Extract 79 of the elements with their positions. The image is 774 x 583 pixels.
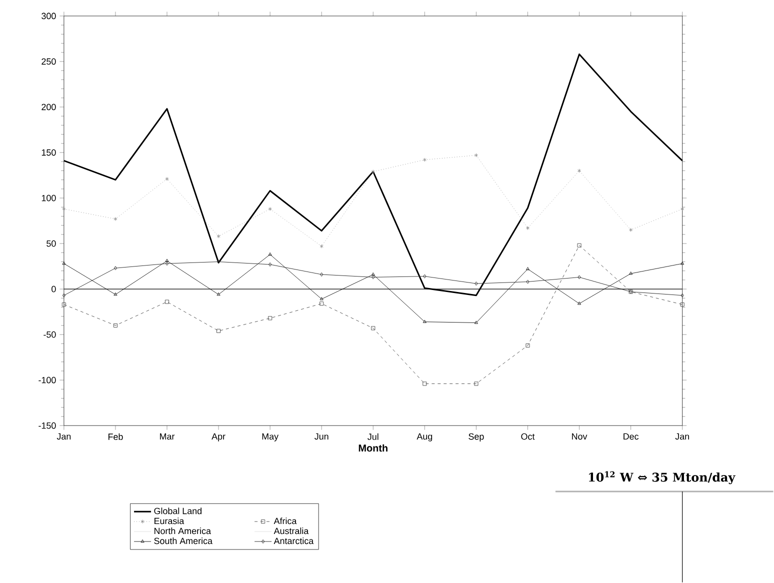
point xyxy=(62,302,66,307)
x-tick-label: Jul xyxy=(368,433,378,440)
point xyxy=(268,252,272,256)
point xyxy=(320,272,324,277)
x-tick-label: Aug xyxy=(416,433,432,442)
point xyxy=(422,382,427,386)
x-tick-label: Sep xyxy=(468,433,484,442)
point xyxy=(216,292,220,296)
x-tick-label: Jan xyxy=(56,433,71,440)
point xyxy=(680,302,684,307)
point xyxy=(474,382,478,386)
legend-label: North America xyxy=(154,528,211,534)
point xyxy=(526,280,530,284)
point xyxy=(216,329,221,334)
x-tick-label: Apr xyxy=(212,433,226,442)
legend-label: South America xyxy=(154,538,212,544)
point xyxy=(164,300,170,304)
y-tick-label: 50 xyxy=(46,240,56,247)
legend-label: Antarctica xyxy=(274,538,314,544)
point xyxy=(474,320,478,324)
y-tick-label: 100 xyxy=(42,194,56,202)
point xyxy=(113,324,118,328)
point xyxy=(526,267,530,270)
text: 10$^{12}$ W ⇔ 35 Mton/day xyxy=(588,471,736,484)
point xyxy=(268,316,272,320)
y-tick-label: -100 xyxy=(38,377,56,384)
point xyxy=(629,272,633,275)
point xyxy=(371,272,375,276)
legend-label: Eurasia xyxy=(154,518,184,524)
point xyxy=(320,244,324,248)
point xyxy=(422,158,426,162)
point xyxy=(474,153,478,158)
point xyxy=(629,228,633,232)
point xyxy=(165,262,169,266)
x-tick-label: Dec xyxy=(624,433,639,440)
y-tick-label: 200 xyxy=(42,104,56,110)
point xyxy=(114,217,118,222)
point xyxy=(268,207,272,212)
point xyxy=(680,207,684,212)
point xyxy=(114,266,118,270)
point xyxy=(216,234,220,238)
y-tick-label: 250 xyxy=(42,58,56,65)
y-tick-label: 0 xyxy=(52,286,56,292)
point xyxy=(577,168,582,173)
y-tick-label: -150 xyxy=(38,422,56,429)
point xyxy=(216,260,220,264)
point xyxy=(165,177,169,182)
legend-label: Australia xyxy=(274,528,309,534)
point xyxy=(526,344,530,348)
point xyxy=(371,326,376,330)
point xyxy=(423,274,426,278)
x-axis-title: Month xyxy=(358,444,388,452)
x-tick-label: Mar xyxy=(160,433,175,440)
y-tick-label: 150 xyxy=(42,149,56,156)
x-tick-label: May xyxy=(262,433,279,442)
point xyxy=(577,243,582,248)
y-tick-label: -50 xyxy=(44,332,56,338)
x-tick-label: Nov xyxy=(572,433,588,440)
point xyxy=(577,302,582,305)
point xyxy=(320,302,324,306)
point xyxy=(578,275,581,280)
point xyxy=(526,226,530,230)
x-tick-label: Jan xyxy=(675,433,689,440)
line-series xyxy=(62,243,684,386)
point xyxy=(371,170,375,174)
point xyxy=(268,262,272,267)
legend-label: Africa xyxy=(274,518,297,524)
point xyxy=(320,297,324,300)
point xyxy=(422,320,426,324)
y-tick-label: 300 xyxy=(42,12,56,20)
x-tick-label: Feb xyxy=(108,433,123,440)
point xyxy=(114,292,118,296)
legend-label: Global Land xyxy=(154,508,202,514)
point xyxy=(165,258,169,262)
point xyxy=(62,207,66,212)
point xyxy=(474,282,478,286)
x-tick-label: Oct xyxy=(521,433,535,440)
point xyxy=(372,275,375,280)
x-tick-label: Jun xyxy=(314,433,328,440)
